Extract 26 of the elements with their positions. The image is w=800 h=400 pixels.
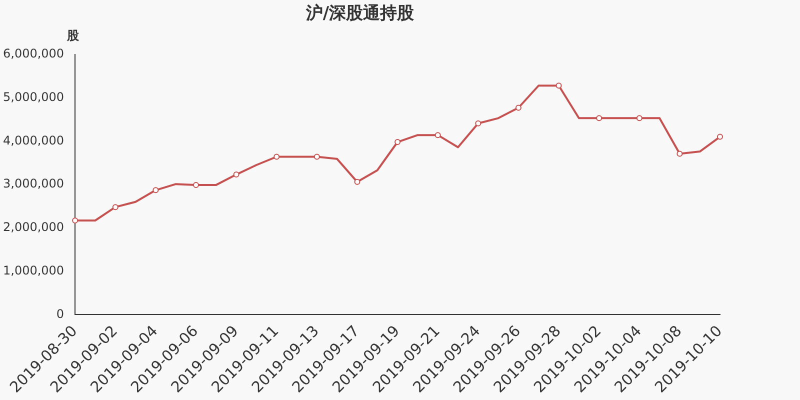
point <box>112 204 118 210</box>
y-tick-label: 5,000,000 <box>2 90 64 104</box>
y-axis-title: 股 <box>66 28 80 43</box>
point <box>434 132 441 138</box>
y-tick-label: 3,000,000 <box>2 176 64 191</box>
point <box>475 120 482 126</box>
point <box>596 115 602 122</box>
y-tick-label: 4,000,000 <box>2 133 64 148</box>
point <box>717 134 723 140</box>
y-tick-label: 1,000,000 <box>2 263 64 278</box>
y-tick-label: 6,000,000 <box>2 46 64 61</box>
point <box>192 182 199 188</box>
chart-title: 沪/深股通持股 <box>304 4 416 24</box>
point <box>354 178 360 185</box>
point <box>233 172 240 178</box>
point <box>556 82 562 89</box>
y-tick-label: 0 <box>56 306 64 321</box>
point <box>515 104 522 111</box>
point <box>394 139 401 146</box>
point <box>274 154 280 160</box>
point <box>636 115 642 122</box>
point <box>152 187 159 194</box>
point <box>72 218 78 224</box>
point <box>314 154 320 160</box>
point <box>676 150 683 157</box>
y-tick-label: 2,000,000 <box>2 220 64 234</box>
